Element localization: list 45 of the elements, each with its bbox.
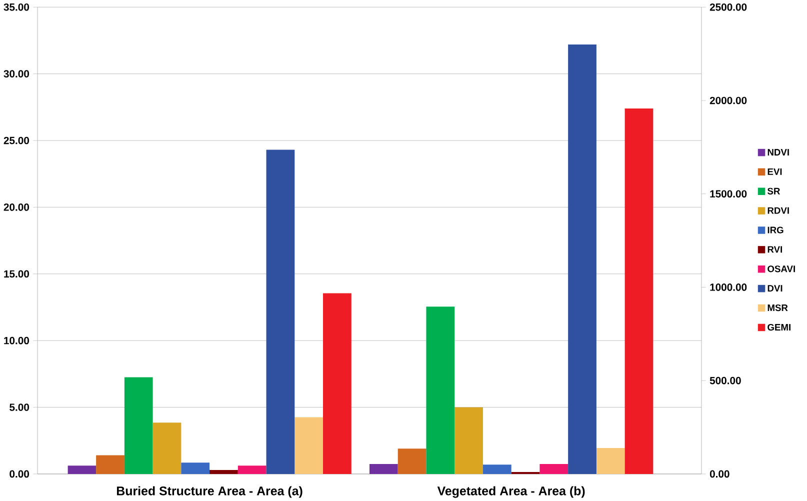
x-tick-label: Buried Structure Area - Area (a)	[116, 486, 302, 498]
bar	[210, 470, 238, 474]
y-tick-label: 10.00	[4, 336, 30, 344]
y-tick-label: 30.00	[4, 70, 30, 78]
bar	[238, 466, 266, 474]
bar	[124, 377, 153, 474]
y2-tick-label: 2500.00	[710, 3, 747, 11]
legend-label: OSAVI	[768, 265, 795, 272]
bar	[624, 108, 654, 474]
bar	[482, 464, 512, 474]
y2-tick-label: 0.00	[710, 470, 730, 478]
bar	[181, 462, 210, 474]
legend-label: MSR	[768, 304, 788, 311]
bar	[152, 422, 182, 474]
legend-label: RVI	[768, 246, 782, 252]
legend-label: EVI	[768, 168, 782, 175]
legend-label: RDVI	[768, 207, 789, 214]
y-tick-label: 25.00	[4, 136, 30, 144]
bar	[596, 448, 625, 474]
x-tick-label: Vegetated Area - Area (b)	[437, 486, 585, 498]
y-tick-label: 15.00	[4, 270, 30, 278]
y2-tick-label: 1500.00	[710, 190, 747, 198]
bar	[454, 407, 483, 474]
y-tick-label: 0.00	[10, 470, 30, 478]
bar	[398, 448, 426, 474]
bar	[369, 464, 398, 474]
bar	[266, 150, 295, 474]
y2-tick-label: 1000.00	[710, 283, 747, 291]
legend-label: IRG	[768, 226, 784, 234]
y-tick-label: 20.00	[4, 203, 30, 211]
legend-label: DVI	[768, 284, 782, 292]
y2-tick-label: 2000.00	[710, 96, 747, 104]
y2-tick-label: 500.00	[710, 376, 741, 384]
bar	[323, 293, 352, 474]
bar	[568, 44, 596, 474]
bar	[68, 466, 96, 474]
legend-label: GEMI	[768, 324, 790, 330]
y-tick-label: 5.00	[10, 403, 30, 411]
legend-label: SR	[768, 188, 780, 194]
bar	[294, 417, 324, 474]
bar	[426, 306, 455, 474]
y-tick-label: 35.00	[4, 3, 30, 11]
bar	[540, 464, 568, 474]
legend-label: NDVI	[768, 148, 789, 156]
bar	[96, 455, 124, 474]
